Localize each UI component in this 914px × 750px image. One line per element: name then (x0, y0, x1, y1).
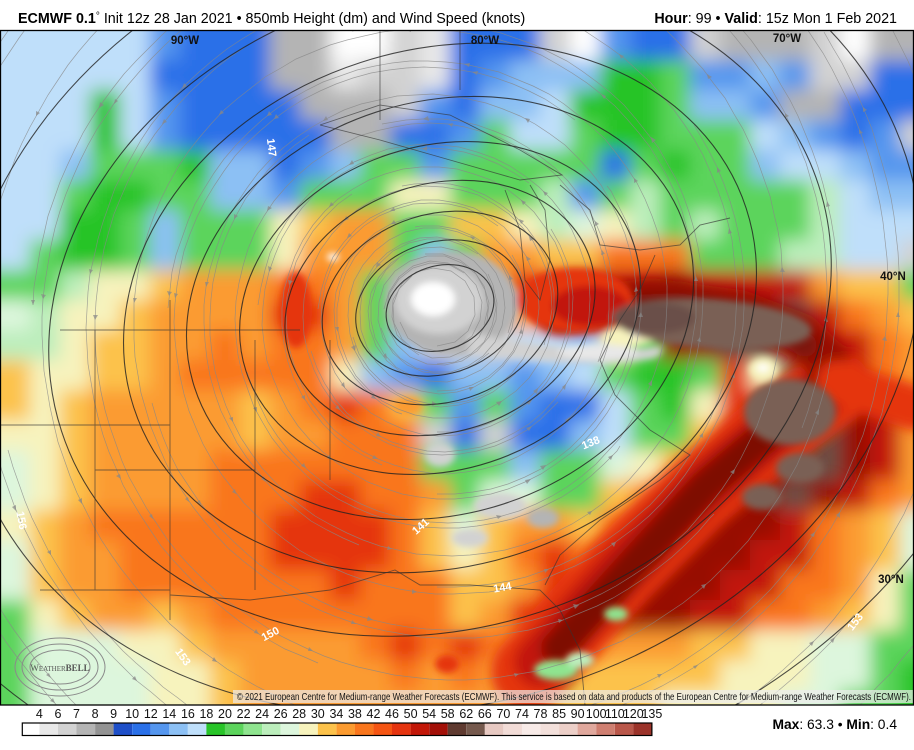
svg-text:42: 42 (367, 707, 381, 721)
svg-text:20: 20 (218, 707, 232, 721)
svg-text:9: 9 (110, 707, 117, 721)
svg-text:66: 66 (478, 707, 492, 721)
svg-text:80°W: 80°W (471, 35, 499, 47)
svg-text:24: 24 (255, 707, 269, 721)
svg-text:16: 16 (181, 707, 195, 721)
svg-text:54: 54 (422, 707, 436, 721)
svg-text:78: 78 (534, 707, 548, 721)
svg-text:7: 7 (73, 707, 80, 721)
svg-text:46: 46 (385, 707, 399, 721)
svg-text:90: 90 (571, 707, 585, 721)
svg-text:ECMWF 0.1° Init 12z 28 Jan 202: ECMWF 0.1° Init 12z 28 Jan 2021 • 850mb … (18, 11, 525, 27)
svg-text:100: 100 (586, 707, 607, 721)
svg-text:26: 26 (274, 707, 288, 721)
svg-text:70°W: 70°W (773, 33, 801, 45)
svg-text:85: 85 (552, 707, 566, 721)
svg-text:10: 10 (125, 707, 139, 721)
svg-text:6: 6 (55, 707, 62, 721)
svg-text:8: 8 (92, 707, 99, 721)
svg-text:156: 156 (13, 510, 28, 530)
svg-text:74: 74 (515, 707, 529, 721)
svg-text:50: 50 (404, 707, 418, 721)
svg-text:14: 14 (162, 707, 176, 721)
svg-text:135: 135 (641, 707, 662, 721)
svg-text:© 2021 European Centre for Med: © 2021 European Centre for Medium-range … (237, 691, 911, 703)
svg-text:WEATHERBELL: WEATHERBELL (30, 663, 89, 673)
svg-text:90°W: 90°W (171, 35, 199, 47)
svg-text:58: 58 (441, 707, 455, 721)
svg-text:34: 34 (329, 707, 343, 721)
svg-text:110: 110 (605, 707, 625, 721)
svg-text:18: 18 (199, 707, 213, 721)
svg-text:62: 62 (459, 707, 473, 721)
svg-text:30°N: 30°N (878, 574, 904, 586)
svg-text:30: 30 (311, 707, 325, 721)
svg-text:147: 147 (264, 138, 278, 158)
svg-text:120: 120 (623, 707, 644, 721)
svg-text:38: 38 (348, 707, 362, 721)
svg-text:144: 144 (492, 580, 513, 595)
svg-text:28: 28 (292, 707, 306, 721)
svg-text:12: 12 (144, 707, 158, 721)
svg-text:Hour: 99 • Valid: 15z Mon 1 Fe: Hour: 99 • Valid: 15z Mon 1 Feb 2021 (654, 11, 897, 27)
svg-text:40°N: 40°N (880, 271, 906, 283)
svg-text:22: 22 (237, 707, 251, 721)
svg-text:Max: 63.3 • Min: 0.4: Max: 63.3 • Min: 0.4 (773, 717, 898, 732)
svg-text:70: 70 (496, 707, 510, 721)
svg-text:4: 4 (36, 707, 43, 721)
